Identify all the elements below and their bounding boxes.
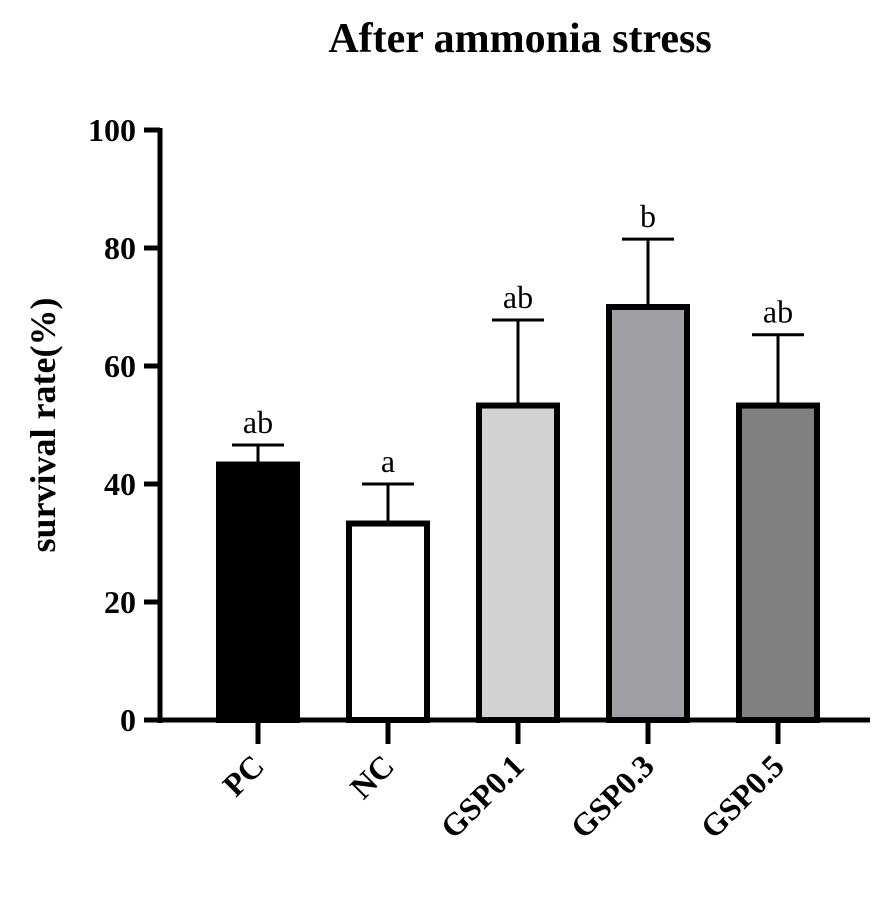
significance-label: ab — [503, 279, 533, 315]
bar-nc — [346, 520, 430, 724]
y-tick-label: 60 — [104, 348, 136, 384]
bars: ab a ab b ab — [216, 198, 820, 724]
y-tick-label: 100 — [88, 112, 136, 148]
significance-label: ab — [763, 294, 793, 330]
y-axis: 0 20 40 60 80 100 — [88, 112, 163, 738]
x-tick-label: NC — [343, 747, 401, 805]
significance-label: a — [381, 443, 395, 479]
significance-label: ab — [243, 404, 273, 440]
significance-label: b — [640, 198, 656, 234]
x-axis: PC NC GSP0.1 GSP0.3 GSP0.5 — [158, 717, 870, 845]
bar-gsp01 — [476, 402, 560, 723]
y-tick-label: 40 — [104, 466, 136, 502]
x-tick-label: GSP0.5 — [693, 747, 791, 845]
x-tick-label: GSP0.3 — [563, 747, 661, 845]
y-tick-label: 80 — [104, 230, 136, 266]
bar-gsp05 — [736, 402, 820, 723]
x-tick-label: GSP0.1 — [433, 747, 531, 845]
bar-gsp03 — [606, 304, 690, 723]
chart-title: After ammonia stress — [328, 16, 711, 62]
bar-pc — [216, 461, 300, 723]
y-tick-label: 0 — [120, 702, 136, 738]
x-tick-label: PC — [215, 747, 271, 803]
y-axis-label: survival rate(%) — [23, 298, 63, 553]
y-tick-label: 20 — [104, 584, 136, 620]
